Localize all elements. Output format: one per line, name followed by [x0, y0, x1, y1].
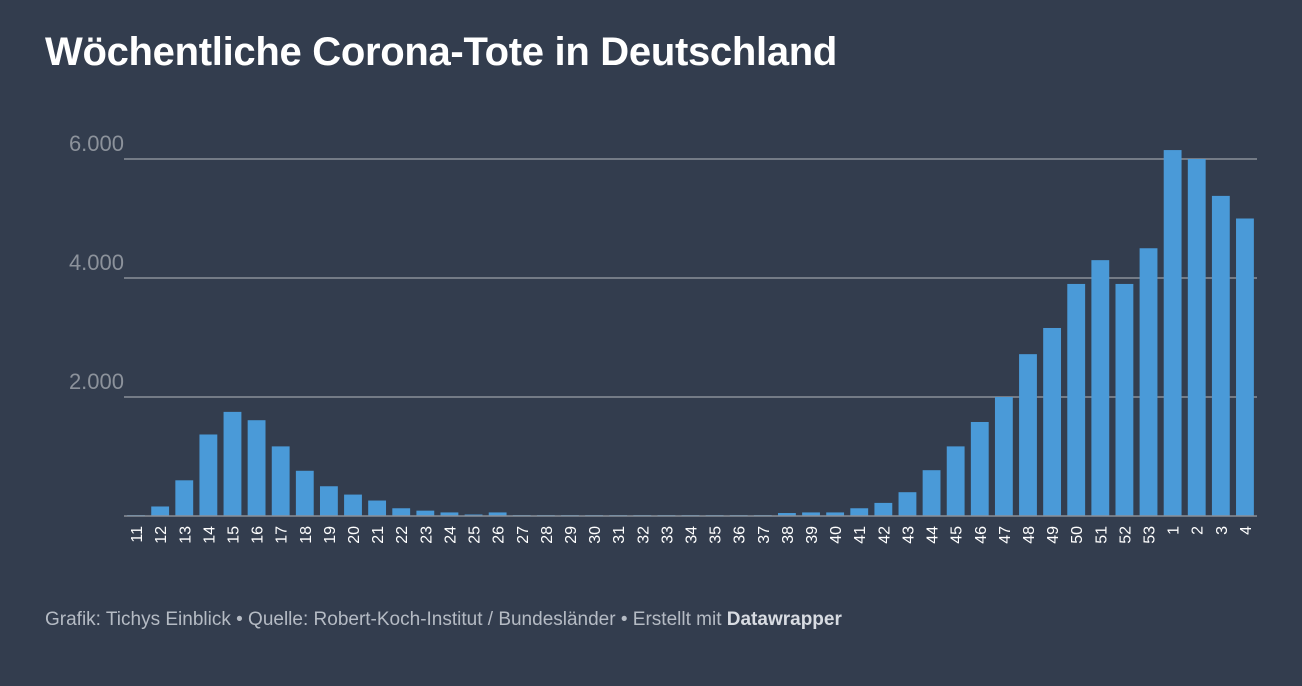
bar — [1211, 195, 1230, 516]
x-tick-label: 36 — [732, 526, 749, 544]
bar — [271, 446, 290, 516]
x-tick-label: 43 — [900, 526, 917, 544]
bar — [175, 480, 194, 516]
bar — [368, 500, 387, 516]
x-axis-tick-labels: 11 12 13 14 15 16 17 18 19 20 21 22 23 24 25 26 27 28 29 30… — [129, 526, 1255, 544]
x-tick-label: 48 — [1021, 526, 1038, 544]
x-tick-label: 42 — [876, 526, 893, 544]
x-tick-label: 35 — [708, 526, 725, 544]
x-tick-label: 37 — [756, 526, 773, 544]
gridlines — [124, 158, 1257, 398]
bar — [1115, 283, 1134, 516]
bars — [127, 150, 1254, 516]
bar — [199, 434, 218, 516]
x-tick-label: 28 — [539, 526, 556, 544]
bar — [488, 512, 507, 516]
bar — [778, 513, 796, 516]
footer-separator: • — [236, 609, 243, 630]
x-tick-label: 20 — [346, 526, 363, 544]
x-tick-label: 29 — [563, 526, 580, 544]
bar — [151, 506, 170, 516]
bar — [223, 411, 242, 516]
x-tick-label: 26 — [491, 526, 508, 544]
chart-title: Wöchentliche Corona-Tote in Deutschland — [45, 30, 838, 74]
x-tick-label: 30 — [587, 526, 604, 544]
bar — [247, 420, 266, 516]
x-tick-label: 44 — [925, 526, 942, 544]
x-tick-label: 49 — [1045, 526, 1062, 544]
x-tick-label: 24 — [442, 526, 459, 544]
footer: Grafik: Tichys Einblick • Quelle: Robert… — [45, 609, 842, 631]
x-tick-label: 27 — [515, 526, 532, 544]
x-tick-label: 25 — [467, 526, 484, 544]
bar — [898, 492, 917, 516]
x-tick-label: 14 — [201, 526, 218, 544]
x-tick-label: 18 — [298, 526, 315, 544]
x-tick-label: 4 — [1238, 526, 1255, 535]
bar — [440, 512, 459, 516]
bar — [826, 512, 845, 516]
y-tick-label: 2.000 — [69, 369, 124, 394]
bar — [1043, 327, 1062, 516]
x-tick-label: 46 — [973, 526, 990, 544]
x-tick-label: 53 — [1142, 526, 1159, 544]
bar — [922, 470, 941, 516]
x-tick-label: 50 — [1069, 526, 1086, 544]
bar — [295, 470, 314, 516]
x-tick-label: 22 — [394, 526, 411, 544]
x-tick-label: 13 — [177, 526, 194, 544]
x-tick-label: 23 — [418, 526, 435, 544]
x-tick-label: 21 — [370, 526, 387, 544]
bar — [1019, 354, 1037, 516]
x-tick-label: 40 — [828, 526, 845, 544]
bar — [344, 494, 362, 516]
bar — [994, 397, 1013, 516]
bar — [946, 446, 965, 516]
x-tick-label: 38 — [780, 526, 797, 544]
bar — [416, 510, 435, 516]
bar — [1163, 150, 1182, 516]
footer-brand: Datawrapper — [726, 609, 842, 630]
x-tick-label: 19 — [322, 526, 339, 544]
x-tick-label: 45 — [949, 526, 966, 544]
footer-source: Quelle: Robert-Koch-Institut / Bundeslän… — [248, 609, 616, 630]
y-axis-tick-labels: 2.000 4.000 6.000 — [69, 131, 124, 394]
x-tick-label: 1 — [1166, 526, 1183, 535]
x-tick-label: 12 — [153, 526, 170, 544]
bar — [970, 421, 989, 516]
x-tick-label: 31 — [611, 526, 628, 544]
x-tick-label: 34 — [684, 526, 701, 544]
bar — [874, 502, 893, 516]
bar — [802, 512, 820, 516]
y-tick-label: 4.000 — [69, 250, 124, 275]
x-tick-label: 51 — [1093, 526, 1110, 544]
x-tick-label: 39 — [804, 526, 821, 544]
bar — [392, 508, 411, 516]
bar — [1236, 218, 1254, 516]
x-tick-label: 16 — [250, 526, 267, 544]
footer-separator: • — [620, 609, 628, 630]
x-tick-label: 33 — [659, 526, 676, 544]
x-tick-label: 17 — [274, 526, 291, 544]
bar — [850, 508, 869, 516]
bar — [1139, 248, 1158, 516]
bar — [1067, 283, 1086, 516]
bar — [1091, 260, 1110, 516]
x-tick-label: 15 — [225, 526, 242, 544]
x-tick-label: 11 — [129, 526, 146, 543]
x-tick-label: 32 — [635, 526, 652, 544]
footer-created: Erstellt mit — [632, 609, 722, 630]
x-tick-label: 52 — [1117, 526, 1134, 544]
x-tick-label: 2 — [1190, 526, 1207, 535]
y-tick-label: 6.000 — [69, 131, 124, 156]
footer-credit: Grafik: Tichys Einblick — [45, 609, 231, 630]
x-tick-label: 47 — [997, 526, 1014, 544]
x-tick-label: 3 — [1214, 526, 1231, 535]
bar — [319, 486, 338, 516]
x-tick-label: 41 — [852, 526, 869, 544]
bar — [1187, 159, 1206, 516]
